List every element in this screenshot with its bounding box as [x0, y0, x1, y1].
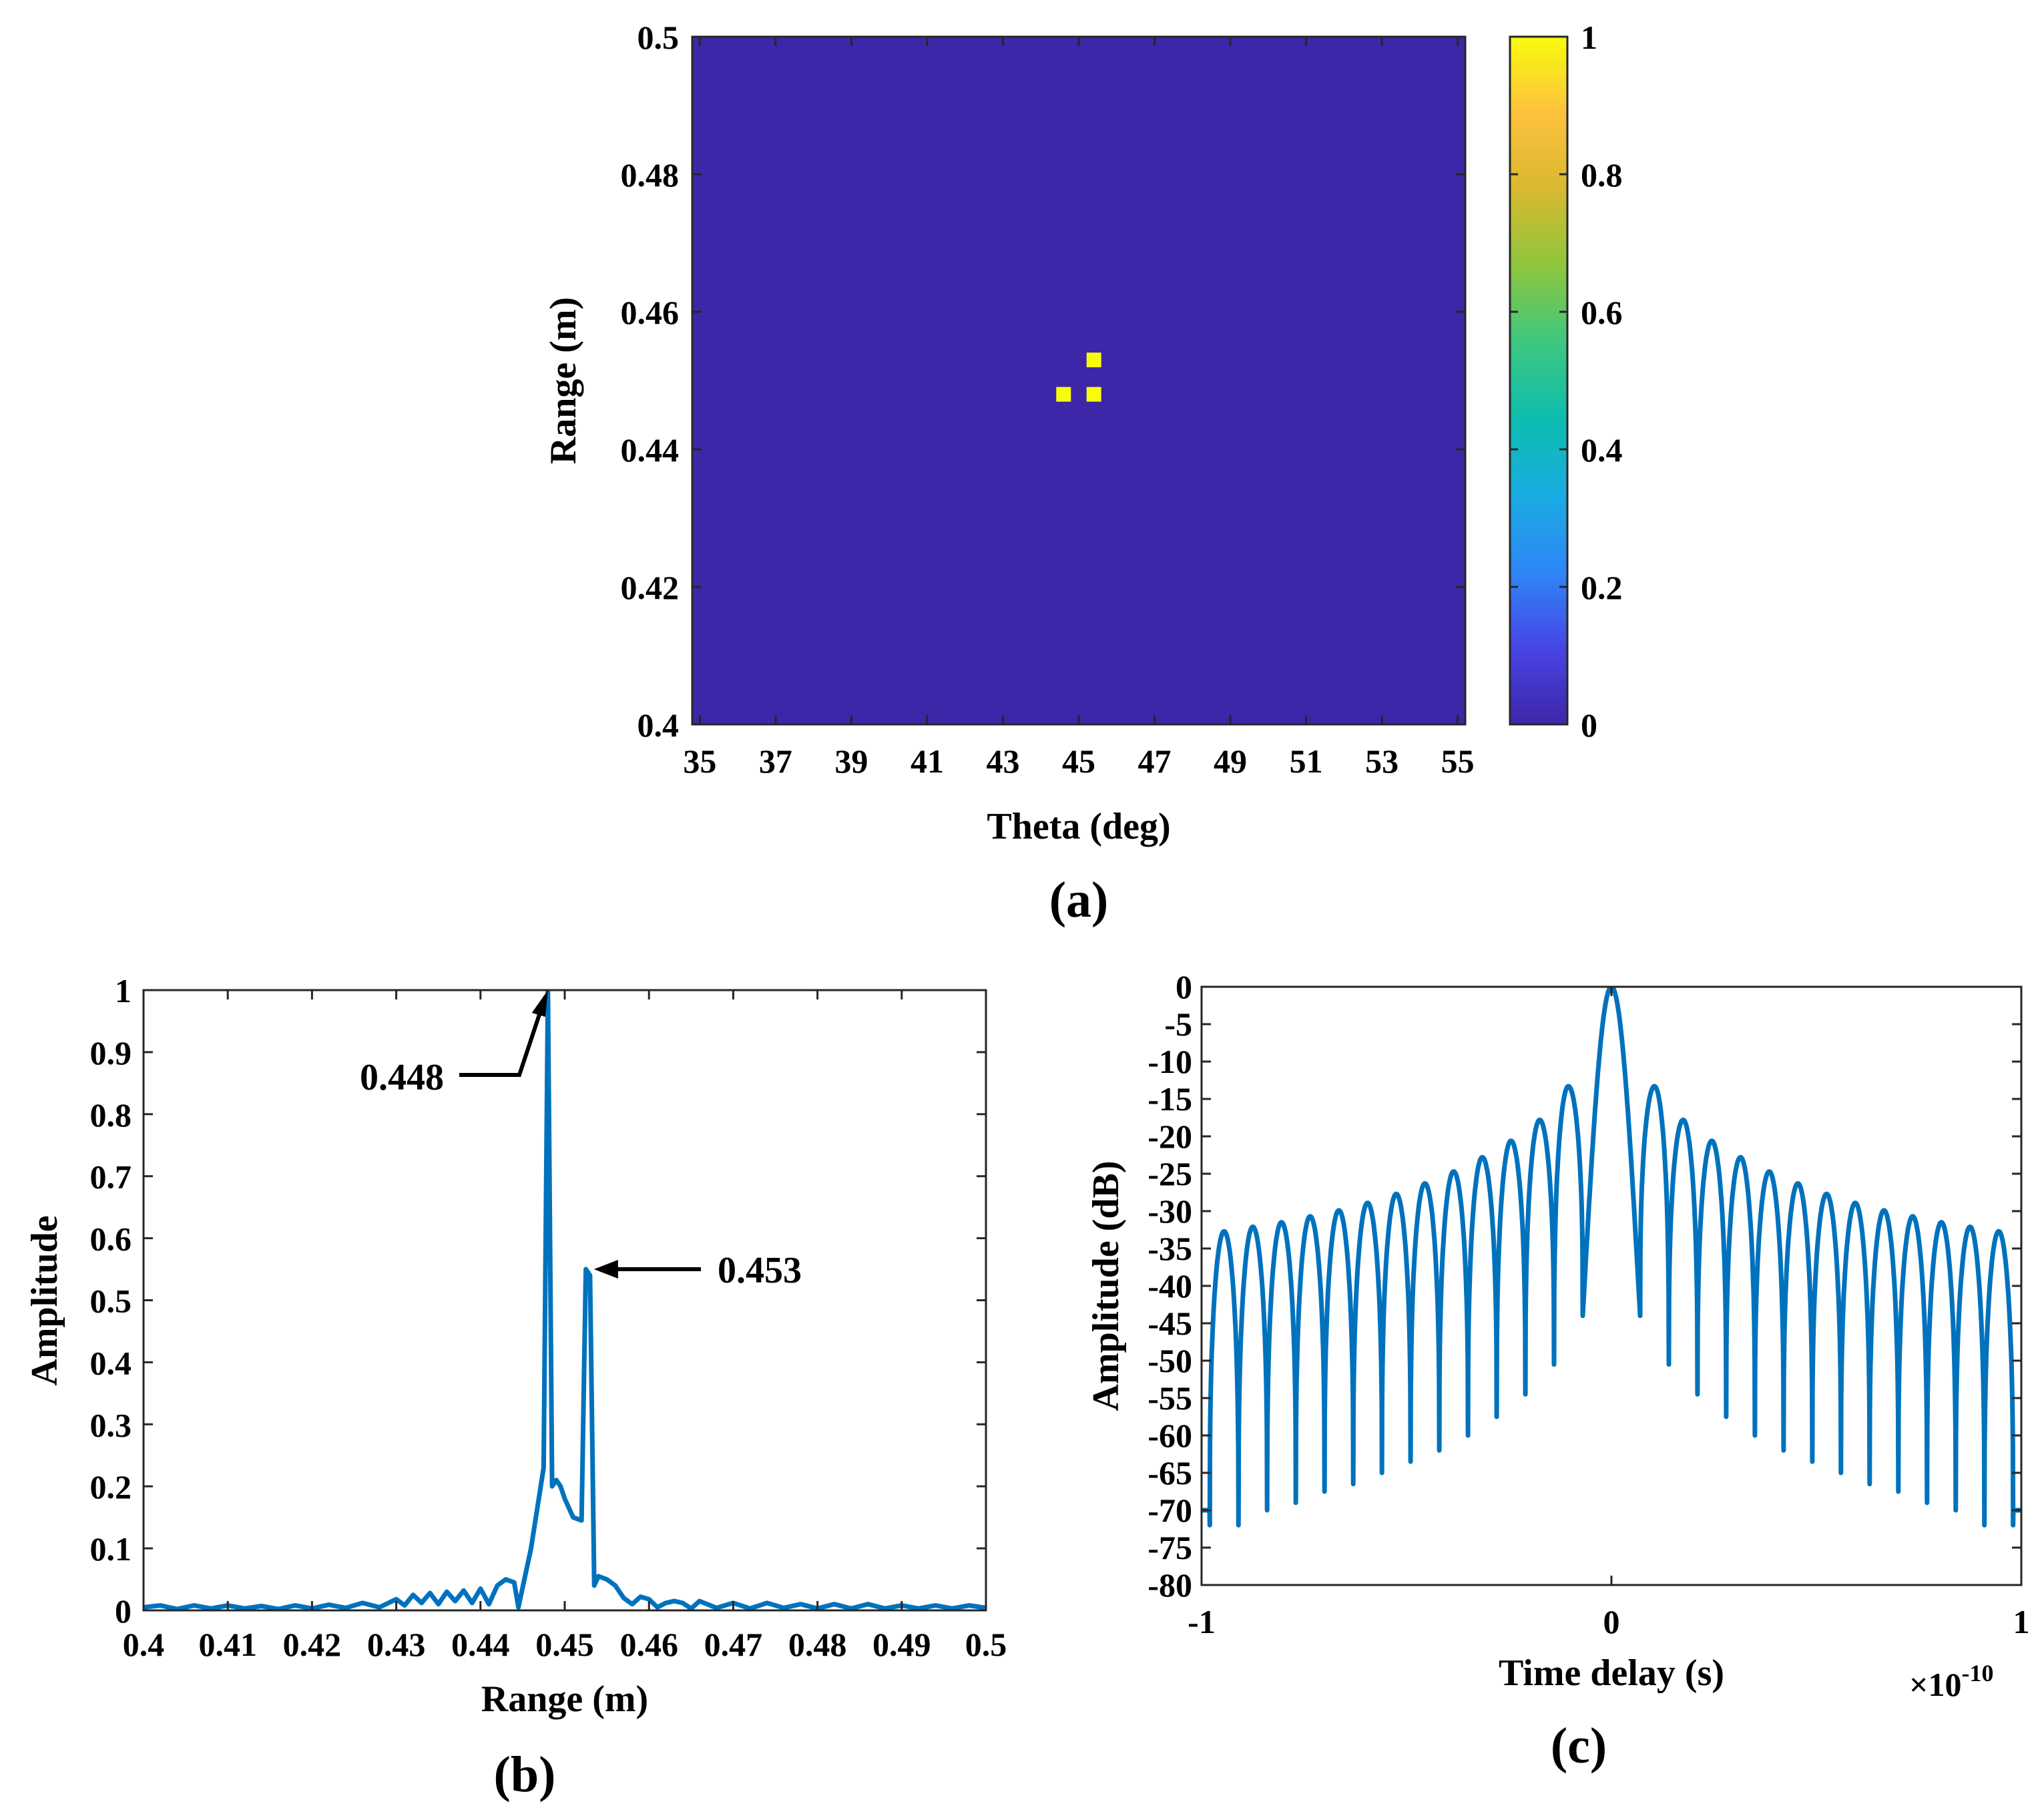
heatmap-y-tick-label: 0.44: [621, 431, 680, 469]
range-y-tick-label: 0.2: [90, 1468, 132, 1506]
range-x-tick-label: 0.47: [704, 1626, 763, 1663]
colorbar-tick-label: 0: [1581, 706, 1597, 744]
range-y-tick-label: 0.6: [90, 1220, 132, 1258]
panel-c-label: (c): [1551, 1718, 1607, 1774]
delay-x-tick-label: 1: [2013, 1603, 2030, 1640]
heatmap-cell: [1056, 387, 1071, 402]
delay-response-line: [1202, 987, 2021, 1528]
annotation-label-peak-2: 0.453: [718, 1250, 802, 1291]
delay-y-tick-label: -60: [1147, 1417, 1192, 1454]
heatmap-x-tick-label: 47: [1138, 742, 1172, 780]
delay-y-tick-label: -30: [1147, 1192, 1192, 1230]
range-x-tick-label: 0.49: [872, 1626, 931, 1663]
range-y-axis-label: Amplitude: [24, 1215, 65, 1385]
heatmap-x-tick-label: 53: [1365, 742, 1398, 780]
range-y-tick-label: 0.1: [90, 1530, 132, 1568]
annotation-arrow-line: [459, 996, 547, 1077]
heatmap-x-tick-label: 43: [986, 742, 1019, 780]
heatmap-x-tick-label: 37: [759, 742, 792, 780]
annotation-label-peak-1: 0.448: [360, 1057, 444, 1098]
range-x-tick-label: 0.4: [123, 1626, 165, 1663]
range-y-tick-label: 1: [115, 972, 132, 1009]
range-x-tick-label: 0.46: [619, 1626, 678, 1663]
range-x-tick-label: 0.41: [198, 1626, 257, 1663]
panel-a-heatmap: 35 37 39 41 43 45 47 49 51 53 55 0.4 0.42 0.44 0.46 0.…: [543, 19, 1623, 928]
range-y-tick-label: 0.9: [90, 1034, 132, 1072]
range-y-tick-label: 0.4: [90, 1344, 132, 1381]
panel-c-line-chart: -1 0 1 0-5-10-15-20-25-30-35-40-45-50-55-6…: [1085, 968, 2030, 1774]
colorbar-tick-label: 1: [1581, 19, 1597, 56]
colorbar-tick-label: 0.2: [1581, 569, 1623, 606]
heatmap-cell: [1086, 387, 1101, 402]
heatmap-x-tick-label: 51: [1290, 742, 1323, 780]
delay-y-tick-label: -5: [1164, 1005, 1192, 1043]
delay-y-tick-label: -70: [1147, 1492, 1192, 1529]
range-x-tick-label: 0.44: [451, 1626, 510, 1663]
delay-y-tick-label: -80: [1147, 1566, 1192, 1604]
delay-y-tick-label: -50: [1147, 1342, 1192, 1379]
heatmap-x-tick-label: 35: [683, 742, 716, 780]
heatmap-y-tick-label: 0.4: [637, 706, 680, 744]
panel-a-label: (a): [1049, 872, 1109, 928]
heatmap-x-tick-label: 49: [1214, 742, 1247, 780]
range-y-tick-label: 0.3: [90, 1406, 132, 1443]
range-x-tick-label: 0.42: [283, 1626, 342, 1663]
delay-y-tick-label: 0: [1176, 968, 1192, 1005]
range-y-tick-label: 0.7: [90, 1158, 132, 1196]
heatmap-x-axis-label: Theta (deg): [987, 806, 1170, 847]
delay-y-tick-label: -25: [1147, 1155, 1192, 1192]
delay-x-tick-label: -1: [1188, 1603, 1216, 1640]
delay-y-tick-label: -75: [1147, 1529, 1192, 1566]
annotation-arrow-head: [531, 990, 548, 1017]
delay-y-tick-label: -40: [1147, 1267, 1192, 1305]
colorbar-tick-label: 0.4: [1581, 431, 1623, 469]
heatmap-plot-area: [692, 37, 1465, 724]
range-x-axis-label: Range (m): [481, 1678, 648, 1720]
panel-b-label: (b): [494, 1747, 556, 1803]
range-x-tick-label: 0.45: [535, 1626, 594, 1663]
range-plot-area: [144, 990, 986, 1610]
range-x-tick-label: 0.5: [965, 1626, 1007, 1663]
heatmap-x-tick-label: 41: [911, 742, 944, 780]
delay-y-tick-label: -65: [1147, 1454, 1192, 1492]
range-y-tick-label: 0.8: [90, 1096, 132, 1134]
colorbar: [1509, 35, 1569, 726]
annotation-arrow-head: [593, 1260, 618, 1279]
range-profile-line: [144, 990, 986, 1610]
delay-x-axis-label: Time delay (s): [1499, 1652, 1724, 1694]
delay-y-tick-label: -35: [1147, 1230, 1192, 1267]
x-axis-exponent: ×10-10: [1909, 1660, 1994, 1703]
delay-y-tick-label: -15: [1147, 1080, 1192, 1118]
heatmap-x-tick-label: 45: [1062, 742, 1095, 780]
heatmap-y-tick-label: 0.48: [621, 156, 680, 194]
delay-plot-area: [1202, 987, 2021, 1585]
heatmap-y-tick-label: 0.5: [637, 19, 680, 56]
range-x-tick-label: 0.48: [788, 1626, 847, 1663]
range-x-tick-label: 0.43: [367, 1626, 426, 1663]
heatmap-x-tick-label: 55: [1441, 742, 1475, 780]
heatmap-y-tick-label: 0.46: [621, 294, 680, 331]
delay-y-tick-label: -55: [1147, 1379, 1192, 1417]
colorbar-tick-label: 0.8: [1581, 156, 1623, 194]
range-y-tick-label: 0: [115, 1592, 132, 1630]
heatmap-cell: [1086, 353, 1101, 368]
range-y-tick-label: 0.5: [90, 1283, 132, 1320]
delay-y-tick-label: -10: [1147, 1043, 1192, 1080]
heatmap-y-axis-label: Range (m): [543, 297, 584, 464]
delay-y-axis-label: Amplitude (dB): [1085, 1161, 1127, 1411]
heatmap-y-tick-label: 0.42: [621, 569, 680, 606]
delay-x-tick-label: 0: [1603, 1603, 1620, 1640]
heatmap-x-tick-label: 39: [834, 742, 868, 780]
delay-y-tick-label: -20: [1147, 1118, 1192, 1155]
colorbar-tick-label: 0.6: [1581, 294, 1623, 331]
panel-b-line-chart: 0.4 0.41 0.42 0.43 0.44 0.45 0.46 0.47 0.48 0.49 0…: [24, 972, 1007, 1803]
delay-y-tick-label: -45: [1147, 1305, 1192, 1342]
